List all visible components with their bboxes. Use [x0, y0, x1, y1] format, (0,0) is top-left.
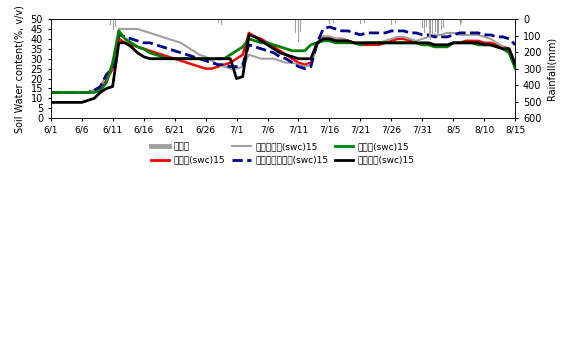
Y-axis label: Soil Water content(%, v/v): Soil Water content(%, v/v) — [15, 5, 25, 133]
Y-axis label: Rainfall(mm): Rainfall(mm) — [547, 37, 557, 100]
Legend: 강우량, 대조구(swc)15, 무굴착석고(swc)15, 무굴착석고지하(swc)15, 무굴착(swc)15, 관행암거(swc)15: 강우량, 대조구(swc)15, 무굴착석고(swc)15, 무굴착석고지하(s… — [148, 139, 419, 168]
